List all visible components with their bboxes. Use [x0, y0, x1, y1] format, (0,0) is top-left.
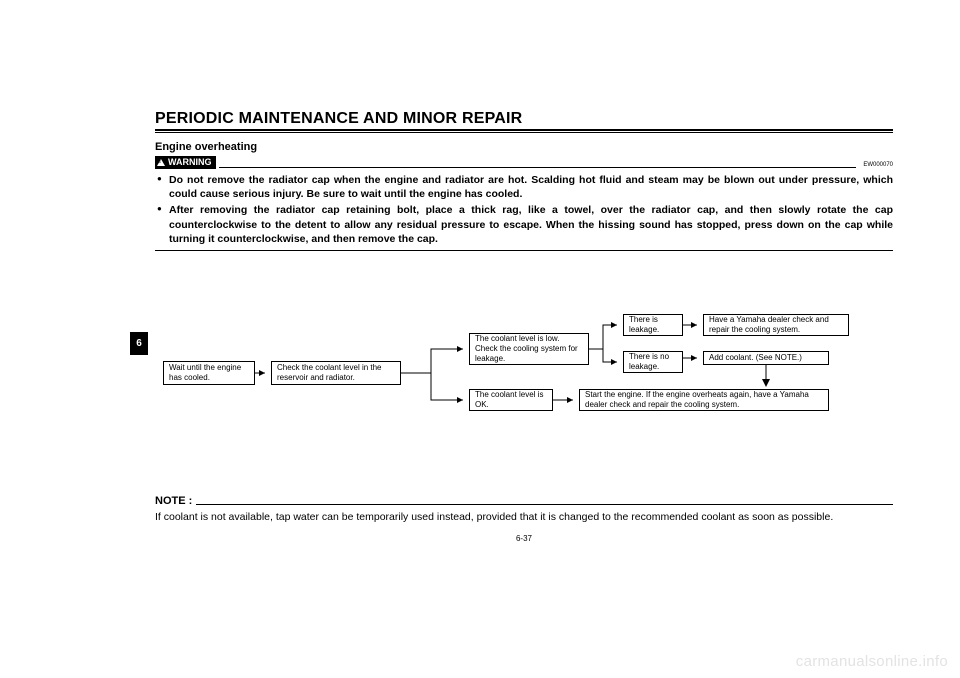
flow-node-wait: Wait until the engine has cooled.: [163, 361, 255, 385]
watermark: carmanualsonline.info: [796, 653, 948, 670]
warning-end-rule: [155, 250, 893, 251]
flowchart: Wait until the engine has cooled. Check …: [155, 309, 893, 439]
page-title: PERIODIC MAINTENANCE AND MINOR REPAIR: [155, 110, 893, 128]
warning-label: WARNING: [168, 158, 212, 167]
warning-bullet-2: After removing the radiator cap retainin…: [169, 203, 893, 246]
note-label: NOTE :: [155, 495, 192, 507]
page-number: 6-37: [155, 534, 893, 543]
flow-node-restart: Start the engine. If the engine overheat…: [579, 389, 829, 411]
reference-code: EW000070: [863, 162, 893, 168]
note-rule: [196, 504, 893, 505]
warning-bullet-list: Do not remove the radiator cap when the …: [155, 173, 893, 246]
warning-bullet-1: Do not remove the radiator cap when the …: [169, 173, 893, 201]
flow-node-add-coolant: Add coolant. (See NOTE.): [703, 351, 829, 365]
flow-node-leak-yes: There is leakage.: [623, 314, 683, 336]
warning-triangle-icon: [157, 159, 165, 166]
note-body: If coolant is not available, tap water c…: [155, 510, 893, 524]
chapter-tab: 6: [130, 332, 148, 355]
flow-node-level-ok: The coolant level is OK.: [469, 389, 553, 411]
title-rule-thin: [155, 132, 893, 133]
section-subheading: Engine overheating: [155, 141, 893, 153]
note-header-row: NOTE :: [155, 495, 893, 507]
warning-header-row: WARNING EW000070: [155, 156, 893, 169]
flow-node-check-level: Check the coolant level in the reservoir…: [271, 361, 401, 385]
flow-node-leak-no: There is no leakage.: [623, 351, 683, 373]
warning-rule: [219, 167, 857, 168]
page-content: PERIODIC MAINTENANCE AND MINOR REPAIR En…: [155, 110, 893, 543]
flow-node-level-low: The coolant level is low. Check the cool…: [469, 333, 589, 365]
title-rule-thick: [155, 129, 893, 131]
flow-node-dealer-fix: Have a Yamaha dealer check and repair th…: [703, 314, 849, 336]
warning-badge: WARNING: [155, 156, 216, 169]
